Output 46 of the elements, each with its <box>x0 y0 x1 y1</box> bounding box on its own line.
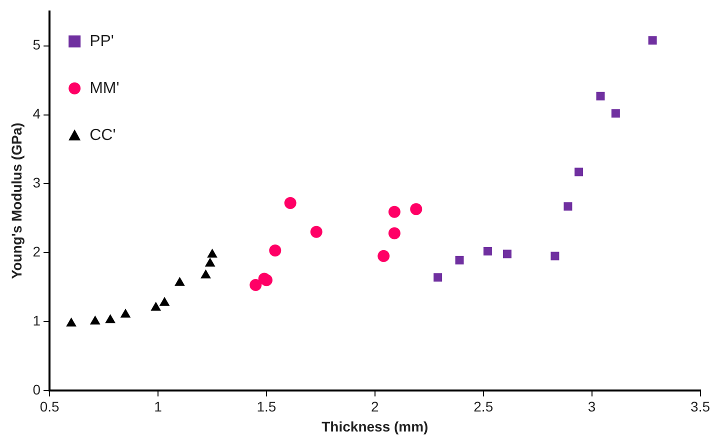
point <box>434 273 442 282</box>
y-tick-label: 3 <box>32 174 41 191</box>
point <box>90 315 100 324</box>
y-tick-label: 5 <box>32 36 41 53</box>
x-tick-label: 2 <box>371 398 380 415</box>
point <box>648 36 657 45</box>
point <box>105 314 116 324</box>
legend-label: PP' <box>90 32 114 50</box>
point <box>550 252 560 260</box>
legend-label: CC' <box>90 126 116 144</box>
legend-label: MM' <box>90 80 120 97</box>
point <box>564 202 572 211</box>
x-axis-title: Thickness (mm) <box>322 418 428 434</box>
point <box>483 246 492 256</box>
point <box>159 296 170 306</box>
point <box>388 227 400 240</box>
y-tick-label: 2 <box>32 243 41 260</box>
point <box>174 276 185 286</box>
x-tick-label: 3.5 <box>690 398 710 415</box>
point <box>455 256 464 264</box>
x-tick-label: 0.5 <box>40 398 60 415</box>
point <box>596 92 605 100</box>
x-tick-label: 1.5 <box>256 398 276 415</box>
point <box>250 278 262 291</box>
point <box>574 168 584 176</box>
y-tick-label: 4 <box>32 106 41 122</box>
x-tick-label: 3 <box>588 398 596 415</box>
y-tick-label: 0 <box>32 381 41 398</box>
y-tick-label: 1 <box>32 312 41 328</box>
point <box>388 206 400 218</box>
point <box>284 196 296 209</box>
point <box>150 302 162 311</box>
point <box>611 109 620 118</box>
point <box>378 250 390 262</box>
point <box>310 226 322 238</box>
point <box>502 250 512 258</box>
point <box>269 244 282 257</box>
point <box>410 203 422 216</box>
point <box>204 258 216 267</box>
x-tick-label: 1 <box>154 398 162 415</box>
x-tick-label: 2.5 <box>474 398 494 415</box>
point <box>200 269 211 278</box>
y-axis-title: Young's Modulus (GPa) <box>8 122 24 280</box>
point <box>207 248 218 258</box>
point <box>66 318 76 327</box>
point <box>120 308 131 318</box>
